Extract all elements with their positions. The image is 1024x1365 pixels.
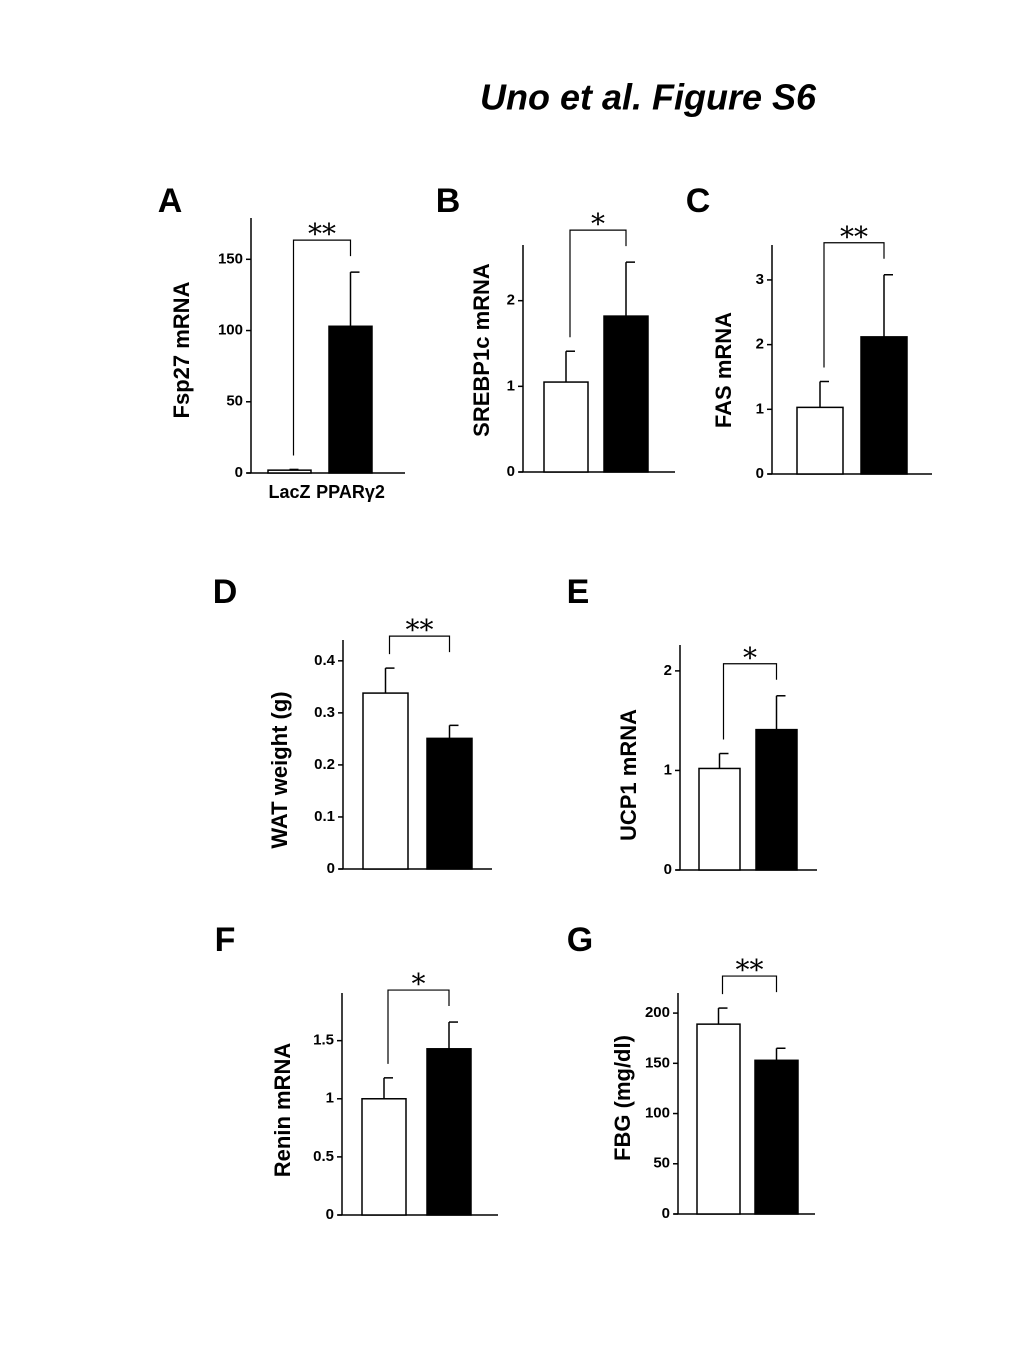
significance-bracket <box>292 239 352 456</box>
significance-label: ** <box>736 954 764 987</box>
bar <box>328 325 373 474</box>
y-axis-label: Fsp27 mRNA <box>169 281 194 418</box>
y-tick-label: 50 <box>226 393 243 410</box>
y-tick-label: 0.3 <box>314 704 335 721</box>
y-axis-label: WAT weight (g) <box>267 691 292 848</box>
y-tick-label: 150 <box>218 250 243 267</box>
bar <box>696 1023 741 1215</box>
y-tick-label: 0.4 <box>314 652 336 669</box>
x-tick-label: PPARγ2 <box>316 482 385 502</box>
bar <box>362 692 409 870</box>
y-tick-label: 0 <box>507 463 515 480</box>
bar <box>698 767 741 871</box>
significance-bracket <box>721 975 778 995</box>
significance-bracket <box>823 242 885 368</box>
y-tick-label: 0.1 <box>314 808 335 825</box>
panel-label: G <box>567 921 593 959</box>
y-axis-label: FBG (mg/dl) <box>610 1035 635 1161</box>
significance-label: * <box>412 968 426 1001</box>
y-tick-label: 2 <box>507 292 515 309</box>
significance-label: ** <box>406 614 434 647</box>
significance-label: ** <box>840 220 868 253</box>
bar <box>754 1059 799 1215</box>
bar <box>543 381 589 473</box>
panel-label: D <box>213 573 238 611</box>
y-tick-label: 0 <box>756 465 764 482</box>
significance-bracket <box>569 229 627 338</box>
x-tick-label: LacZ <box>268 482 310 502</box>
y-tick-label: 0.2 <box>314 756 335 773</box>
y-tick-label: 3 <box>756 271 764 288</box>
bar <box>755 728 798 871</box>
y-tick-label: 1 <box>664 761 672 778</box>
y-tick-label: 200 <box>645 1004 670 1021</box>
y-tick-label: 50 <box>653 1155 670 1172</box>
y-tick-label: 0 <box>235 464 243 481</box>
y-tick-label: 1.5 <box>313 1032 334 1049</box>
bar <box>796 406 844 475</box>
y-tick-label: 1 <box>756 400 764 417</box>
y-tick-label: 0 <box>662 1205 670 1222</box>
significance-bracket <box>388 635 451 655</box>
y-tick-label: 100 <box>218 322 243 339</box>
bar <box>426 1048 472 1216</box>
y-axis-label: SREBP1c mRNA <box>469 263 494 437</box>
figure-title: Uno et al. Figure S6 <box>480 77 817 118</box>
y-tick-label: 150 <box>645 1054 670 1071</box>
y-tick-label: 0 <box>326 1206 334 1223</box>
panel-label: A <box>158 182 183 220</box>
panel-label: E <box>567 573 590 611</box>
bar <box>361 1098 407 1216</box>
significance-label: ** <box>308 218 336 251</box>
significance-bracket <box>722 663 778 740</box>
bar <box>603 315 649 473</box>
y-tick-label: 2 <box>756 336 764 353</box>
y-tick-label: 0 <box>664 861 672 878</box>
y-tick-label: 2 <box>664 662 672 679</box>
y-tick-label: 0.5 <box>313 1148 334 1165</box>
bar <box>426 737 473 870</box>
y-axis-label: FAS mRNA <box>711 312 736 428</box>
significance-label: * <box>591 208 605 241</box>
significance-bracket <box>387 989 450 1064</box>
y-tick-label: 100 <box>645 1105 670 1122</box>
panel-label: C <box>686 182 711 220</box>
y-tick-label: 1 <box>507 377 515 394</box>
y-tick-label: 1 <box>326 1090 334 1107</box>
panel-label: B <box>436 182 461 220</box>
significance-label: * <box>743 641 757 674</box>
bar <box>267 469 312 474</box>
panel-label: F <box>215 921 236 959</box>
y-axis-label: UCP1 mRNA <box>616 709 641 841</box>
bar <box>860 336 908 475</box>
y-tick-label: 0 <box>327 860 335 877</box>
y-axis-label: Renin mRNA <box>270 1043 295 1178</box>
